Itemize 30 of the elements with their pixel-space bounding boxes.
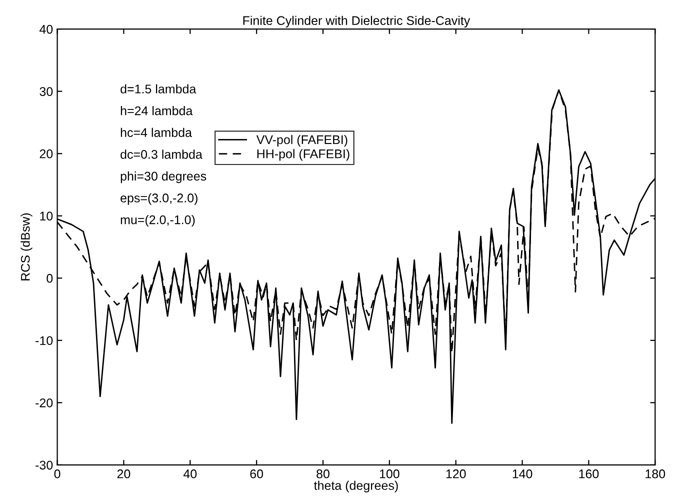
x-tick-label: 100 <box>380 469 400 478</box>
y-axis-title: RCS (dBsw) <box>20 213 32 280</box>
annotation: phi=30 degrees <box>120 171 206 184</box>
x-tick-label: 120 <box>446 469 466 478</box>
annotation: dc=0.3 lambda <box>120 150 202 159</box>
y-tick-label: -30 <box>36 460 53 470</box>
y-tick-label: -10 <box>36 336 53 346</box>
y-tick-label: 30 <box>40 87 53 96</box>
annotation: eps=(3.0,-2.0) <box>120 193 198 205</box>
x-tick-label: 160 <box>579 469 599 478</box>
x-tick-label: 40 <box>183 469 197 478</box>
y-tick-label: 20 <box>40 149 53 158</box>
x-axis-title: theta (degrees) <box>314 480 398 492</box>
legend-label: VV-pol (FAFEBI) <box>256 134 348 147</box>
annotation: hc=4 lambda <box>120 128 192 138</box>
x-tick-label: 60 <box>250 469 264 478</box>
x-tick-label: 140 <box>512 469 532 478</box>
y-tick-label: -20 <box>36 398 53 408</box>
annotation: mu=(2.0,-1.0) <box>120 215 195 227</box>
y-tick-label: 0 <box>46 274 53 283</box>
legend-label: HH-pol (FAFEBI) <box>257 149 350 161</box>
x-tick-label: 0 <box>54 469 60 478</box>
y-tick-label: 10 <box>40 212 53 221</box>
x-tick-label: 20 <box>117 469 130 478</box>
chart-title: Finite Cylinder with Dielectric Side-Cavity <box>243 16 470 28</box>
annotation: h=24 lambda <box>120 106 193 116</box>
x-tick-label: 180 <box>646 469 666 478</box>
y-tick-label: 40 <box>40 24 53 34</box>
x-tick-label: 80 <box>316 469 330 478</box>
annotation: d=1.5 lambda <box>120 84 196 94</box>
